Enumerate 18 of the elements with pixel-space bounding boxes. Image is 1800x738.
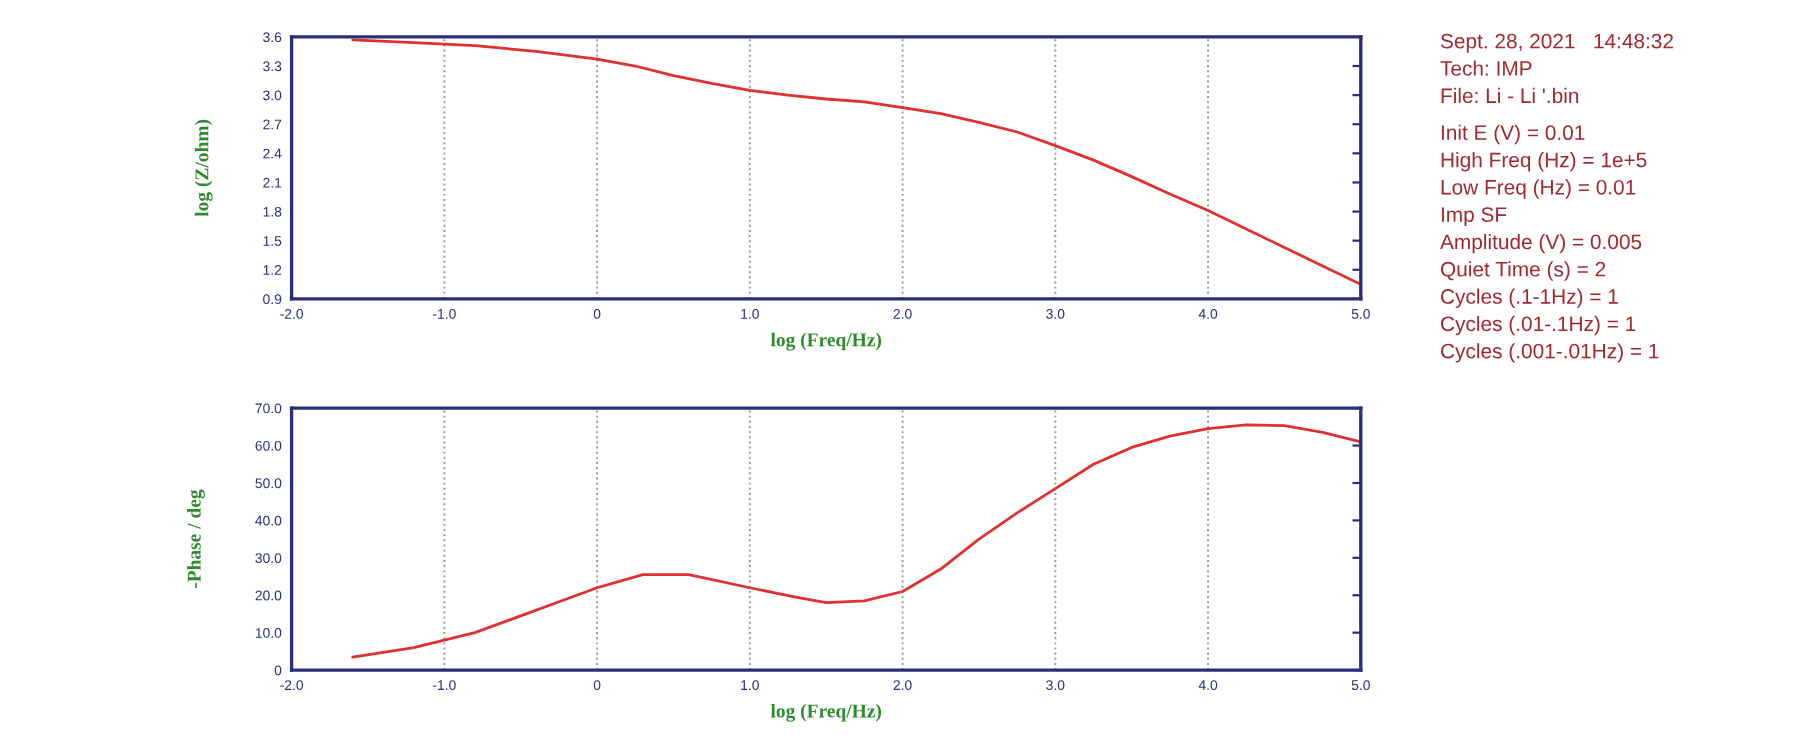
text: Tech: IMP: [1440, 60, 1532, 76]
text: File: Li - Li '.bin: [1441, 87, 1579, 104]
text: Amplitude (V) = 0.005: [1440, 233, 1642, 254]
x-axis-title: log (Freq/Hz): [770, 332, 882, 351]
text: Cycles (.01-.1Hz) = 1: [1441, 315, 1636, 336]
text: Imp SF: [1441, 207, 1507, 227]
text: Low Freq (Hz) = 0.01: [1441, 179, 1636, 199]
text: High Freq (Hz) = 1e+5: [1441, 152, 1647, 172]
text: Quiet Time (s) = 2: [1440, 261, 1606, 281]
x-axis-title: log (Freq/Hz): [770, 703, 882, 722]
text: Init E (V) = 0.01: [1441, 124, 1585, 145]
y-axis-title: -Phase / deg: [187, 489, 205, 589]
text: Cycles (.1-1Hz) = 1: [1441, 288, 1618, 308]
y-axis-title: log (Z/ohm): [194, 119, 213, 217]
line-series: [351, 423, 1361, 659]
line-series: [351, 38, 1361, 286]
text: Cycles (.001-.01Hz) = 1: [1441, 343, 1659, 363]
text: Sept. 28, 2021 14:48:32: [1440, 33, 1673, 53]
